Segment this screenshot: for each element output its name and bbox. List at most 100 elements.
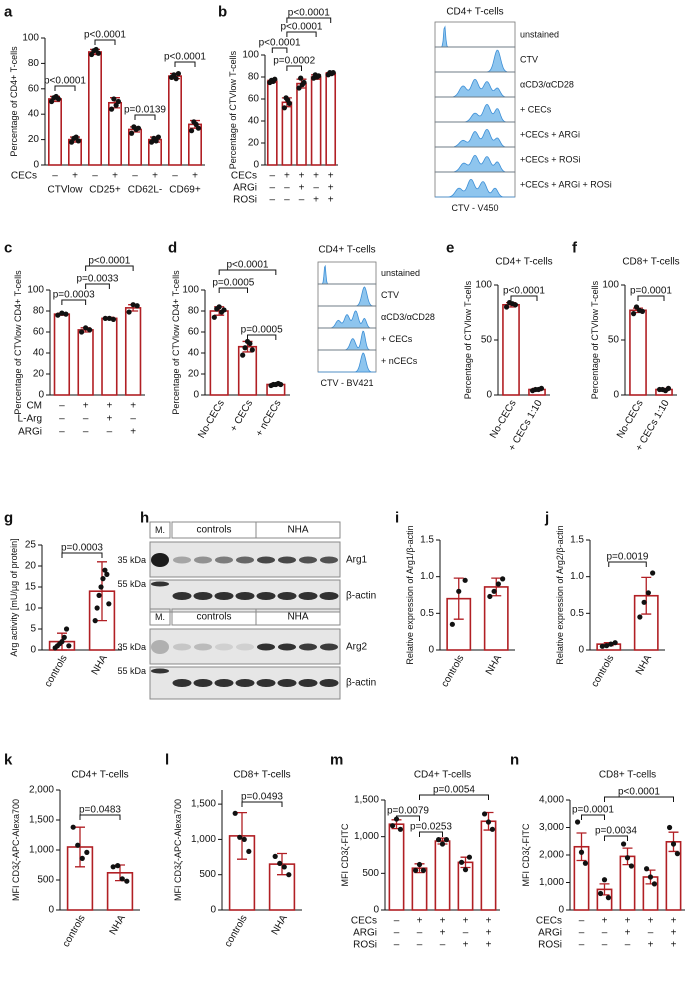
data-point bbox=[462, 577, 468, 583]
row-sign: – bbox=[270, 171, 276, 182]
p-value: p<0.0001 bbox=[618, 787, 660, 798]
p-value: p=0.0493 bbox=[241, 792, 283, 803]
bar bbox=[281, 101, 293, 166]
significance-bracket bbox=[94, 39, 116, 45]
y-tick-label: 80 bbox=[188, 306, 200, 317]
data-point bbox=[108, 106, 115, 112]
p-value: p=0.0034 bbox=[595, 826, 637, 837]
p-value: p<0.0001 bbox=[44, 76, 86, 87]
row-sign: + bbox=[486, 916, 492, 927]
data-point bbox=[620, 841, 627, 847]
data-point bbox=[59, 310, 65, 316]
data-point bbox=[330, 70, 336, 76]
row-sign: – bbox=[59, 401, 65, 412]
data-point bbox=[221, 307, 227, 313]
y-tick-label: 100 bbox=[182, 285, 199, 296]
row-sign: – bbox=[579, 940, 585, 951]
row-sign: – bbox=[132, 171, 138, 182]
panel-letter: d bbox=[168, 240, 177, 257]
bar bbox=[480, 820, 497, 911]
y-tick-label: 1,000 bbox=[29, 845, 54, 856]
significance-bracket bbox=[396, 815, 420, 821]
row-sign: – bbox=[394, 940, 400, 951]
row-sign: – bbox=[284, 195, 290, 206]
p-value: p=0.0001 bbox=[572, 805, 614, 816]
y-tick-label: 0.5 bbox=[420, 608, 434, 619]
histogram bbox=[435, 154, 515, 173]
data-point bbox=[148, 139, 155, 145]
data-point bbox=[439, 841, 446, 847]
chart-title: CD4+ T-cells bbox=[495, 257, 552, 268]
data-point bbox=[639, 308, 646, 314]
row-label: CM bbox=[26, 401, 42, 412]
data-point bbox=[135, 125, 142, 131]
x-tick-label: NHA bbox=[484, 653, 504, 677]
data-point bbox=[246, 848, 252, 855]
significance-bracket bbox=[637, 295, 665, 301]
significance-bracket bbox=[271, 47, 288, 53]
significance-bracket bbox=[604, 835, 628, 841]
data-point bbox=[296, 85, 302, 91]
histogram bbox=[435, 49, 515, 73]
y-tick-label: 0 bbox=[428, 645, 434, 656]
histogram bbox=[435, 128, 515, 148]
band bbox=[299, 643, 317, 651]
y-tick-label: 0 bbox=[30, 645, 36, 656]
p-value: p<0.0001 bbox=[88, 256, 130, 267]
bar bbox=[266, 80, 278, 166]
data-point bbox=[237, 834, 243, 840]
y-tick-label: 0 bbox=[558, 905, 564, 916]
bar bbox=[209, 310, 229, 396]
band bbox=[172, 679, 192, 687]
y-tick-label: 50 bbox=[481, 335, 493, 346]
group-header: NHA bbox=[287, 612, 308, 623]
y-tick-label: 0 bbox=[613, 390, 619, 401]
band bbox=[277, 679, 297, 687]
y-tick-label: 500 bbox=[362, 868, 379, 879]
p-value: p<0.0001 bbox=[259, 38, 301, 49]
row-sign: + bbox=[72, 171, 78, 182]
data-point bbox=[242, 345, 248, 351]
bar bbox=[325, 72, 337, 166]
row-sign: – bbox=[579, 928, 585, 939]
loading-label: β-actin bbox=[346, 678, 376, 689]
group-header: controls bbox=[196, 612, 231, 623]
y-tick-label: 4,000 bbox=[539, 795, 564, 806]
panel-letter: c bbox=[4, 240, 12, 257]
data-point bbox=[100, 576, 106, 582]
y-axis-label: MFI CD3ζ-FITC bbox=[521, 823, 531, 886]
band bbox=[235, 679, 255, 687]
bar bbox=[411, 867, 428, 911]
data-point bbox=[115, 98, 122, 105]
bar bbox=[88, 51, 103, 166]
x-tick-label: No-CECs bbox=[196, 398, 227, 440]
band bbox=[193, 679, 213, 687]
histogram-label: αCD3/αCD28 bbox=[520, 80, 574, 90]
p-value: p=0.0253 bbox=[410, 822, 452, 833]
y-tick-label: 60 bbox=[28, 83, 40, 94]
row-sign: – bbox=[313, 183, 319, 194]
p-value: p=0.0033 bbox=[77, 274, 119, 285]
data-point bbox=[420, 867, 427, 874]
row-sign: – bbox=[172, 171, 178, 182]
y-axis-label: Percentage of CTVlow T-cells bbox=[463, 280, 473, 399]
band bbox=[320, 643, 338, 651]
y-tick-label: 1,000 bbox=[539, 877, 564, 888]
p-value: p<0.0001 bbox=[503, 286, 545, 297]
data-point bbox=[604, 643, 610, 649]
row-sign: – bbox=[394, 916, 400, 927]
header-box bbox=[149, 521, 171, 539]
target-label: Arg1 bbox=[346, 555, 368, 566]
data-point bbox=[647, 874, 654, 880]
p-value: p=0.0003 bbox=[61, 543, 103, 554]
y-tick-label: 2,000 bbox=[29, 785, 54, 796]
band bbox=[298, 592, 318, 600]
chart-title: CD8+ T-cells bbox=[233, 770, 290, 781]
size-label: 35 kDa bbox=[117, 642, 146, 652]
data-point bbox=[597, 890, 604, 897]
y-axis-label: Percentage of CD4+ T-cells bbox=[9, 46, 19, 157]
row-sign: – bbox=[130, 414, 136, 425]
panel-letter: a bbox=[4, 4, 13, 21]
y-tick-label: 40 bbox=[33, 348, 45, 359]
panel-letter: b bbox=[218, 4, 227, 21]
